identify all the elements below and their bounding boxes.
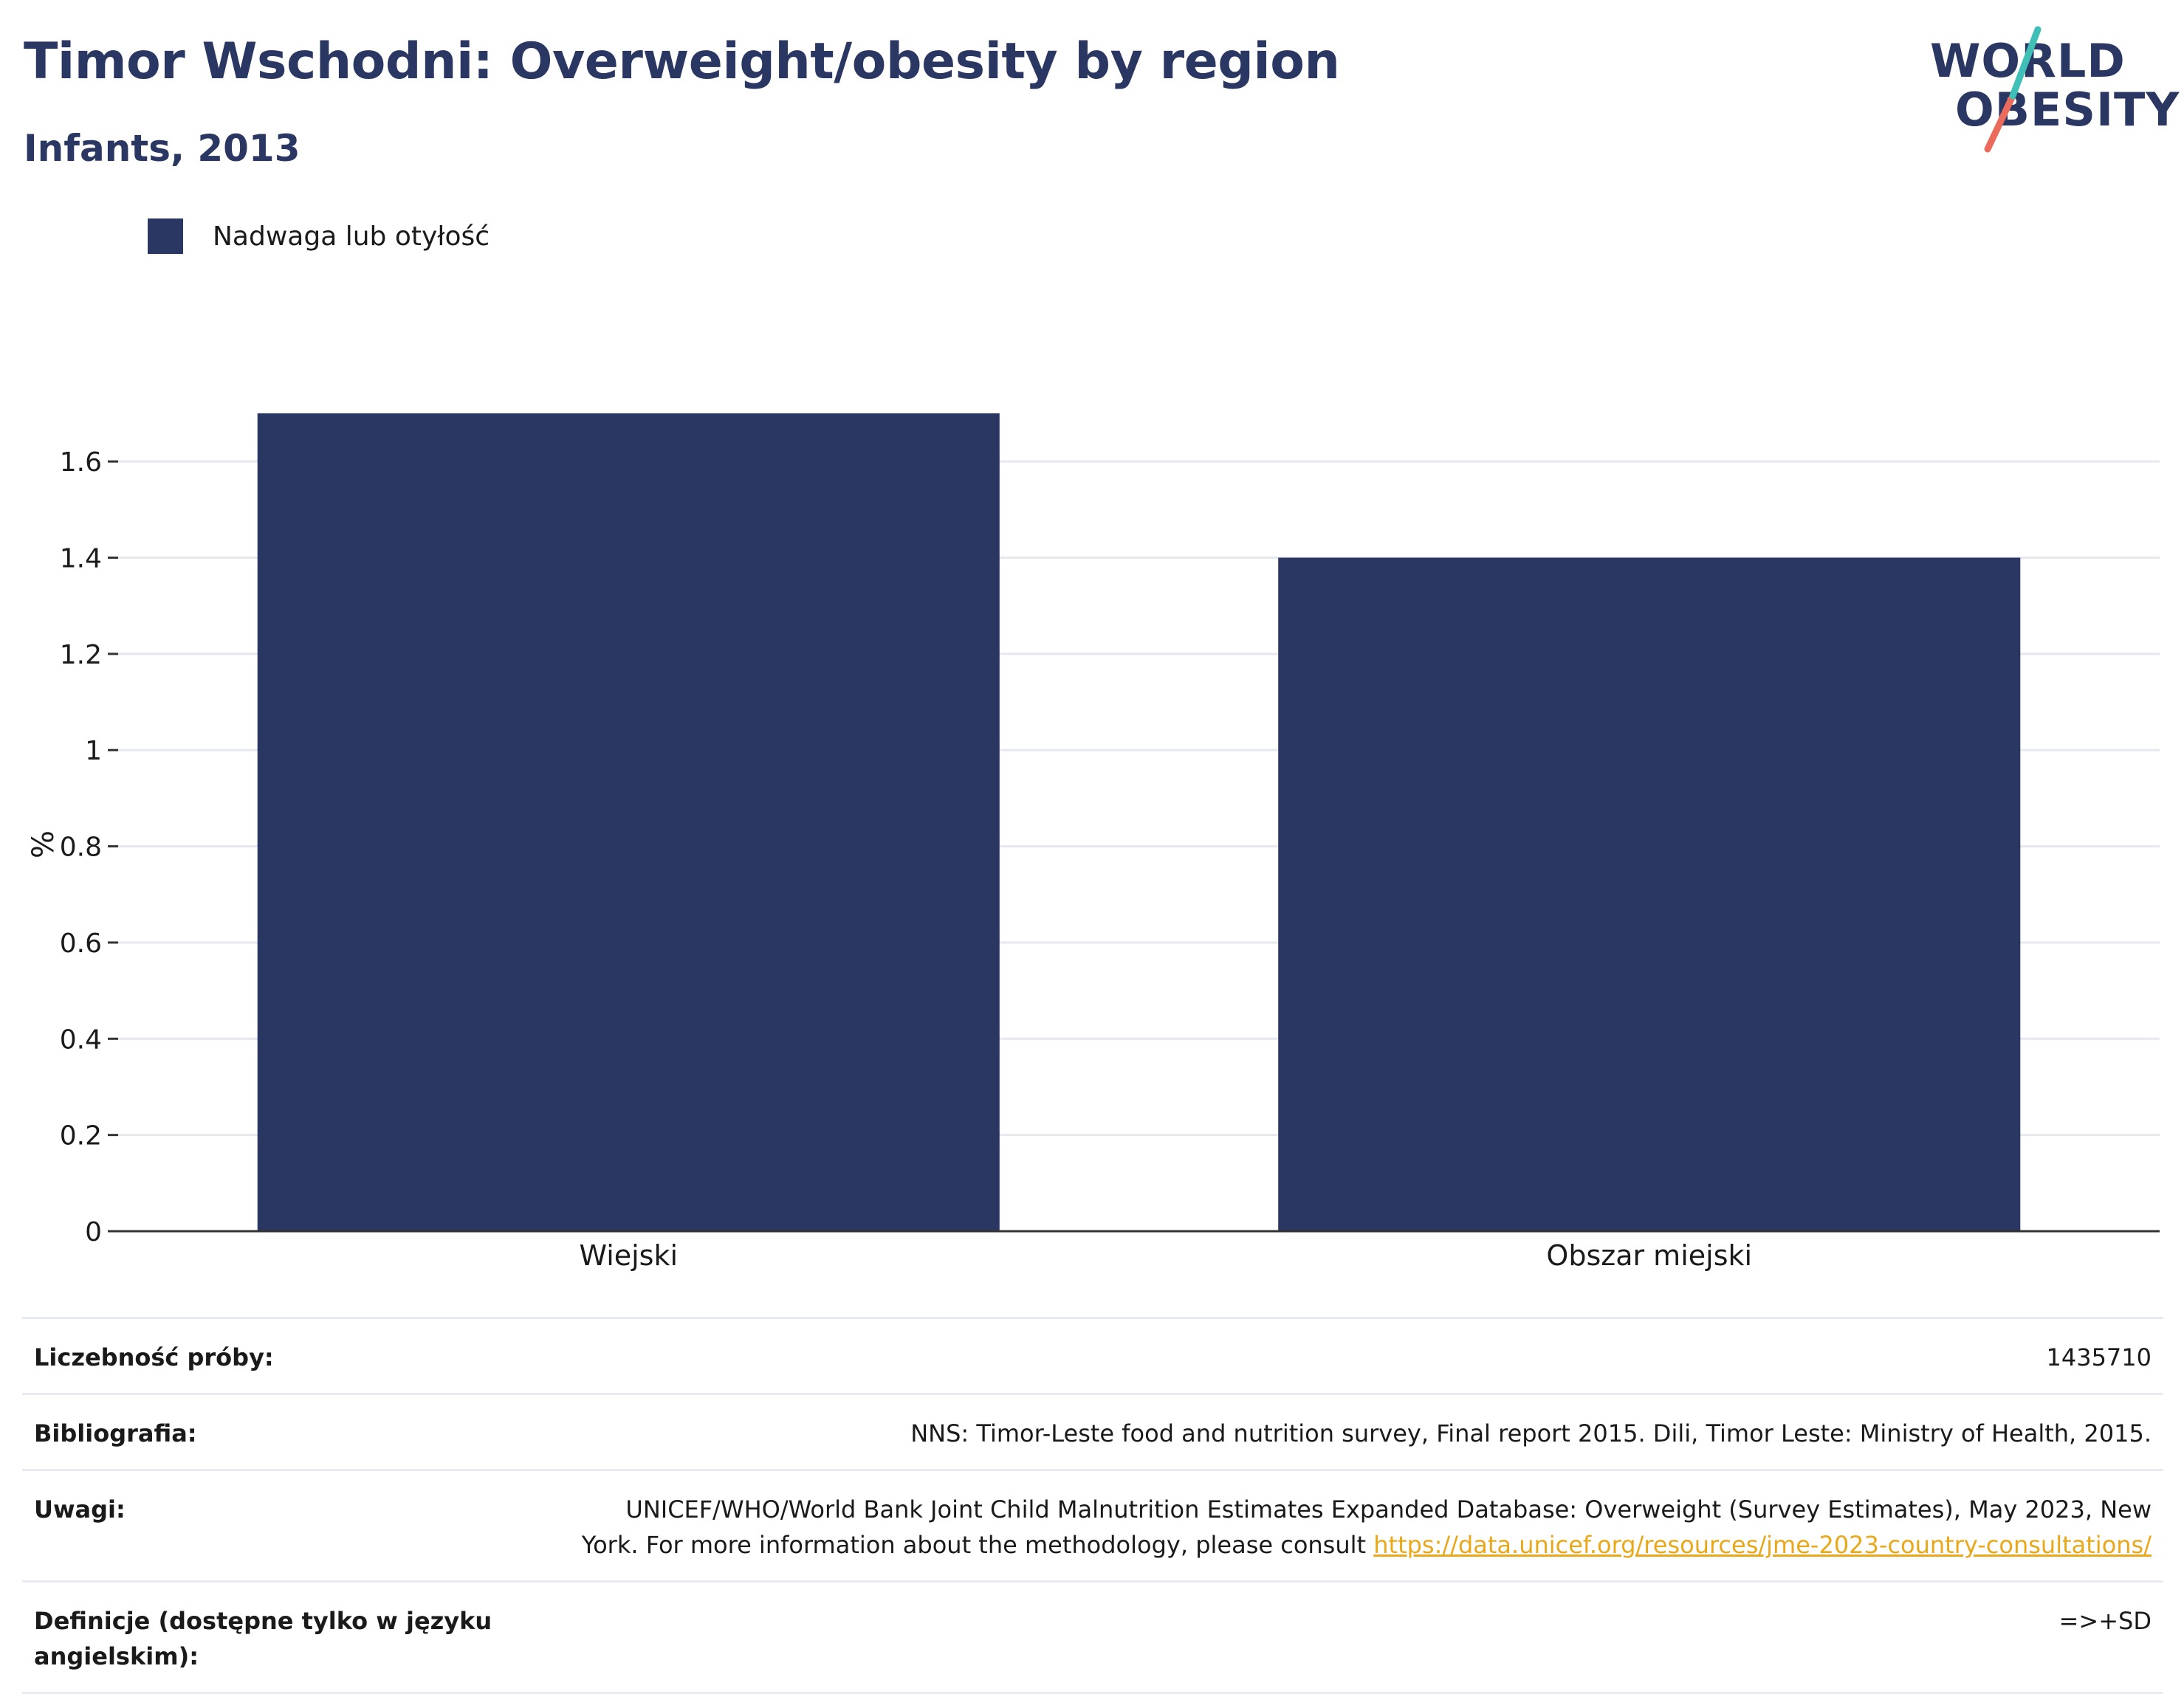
definitions-value: =>+SD xyxy=(2058,1607,2152,1635)
y-tick-label: 0.4 xyxy=(60,1025,102,1055)
y-tick-label: 0.2 xyxy=(60,1121,102,1151)
bar-chart: 0 0.2 0.4 0.6 0.8 1 1.2 1.4 1.6% Wiejski Obszar mi… xyxy=(27,413,2160,1272)
notes-label: Uwagi: xyxy=(34,1495,126,1523)
bibliography-value: NNS: Timor-Leste food and nutrition surv… xyxy=(910,1419,2152,1447)
y-tick-label: 1.4 xyxy=(60,544,102,574)
bar xyxy=(1278,557,2021,1231)
notes-value: UNICEF/WHO/World Bank Joint Child Malnut… xyxy=(506,1492,2152,1563)
sample-size-label: Liczebność próby: xyxy=(34,1343,274,1371)
y-tick-label: 0.8 xyxy=(60,833,102,863)
x-tick-label: Wiejski xyxy=(579,1239,678,1272)
info-row-bibliography: Bibliografia: NNS: Timor-Leste food and … xyxy=(22,1393,2163,1469)
legend-swatch xyxy=(148,218,183,254)
info-table: Liczebność próby: 1435710 Bibliografia: … xyxy=(22,1317,2163,1694)
world-obesity-logo: WORLD OBESITY xyxy=(1920,22,2179,155)
legend: Nadwaga lub otyłość xyxy=(148,218,490,254)
y-axis-label: % xyxy=(27,830,61,858)
info-row-sample: Liczebność próby: 1435710 xyxy=(22,1317,2163,1393)
notes-text-line1: UNICEF/WHO/World Bank Joint Child Malnut… xyxy=(625,1495,2152,1523)
logo-slash-icon xyxy=(1984,26,2042,153)
bar xyxy=(257,413,1000,1231)
methodology-link[interactable]: https://data.unicef.org/resources/jme-20… xyxy=(1373,1531,2152,1559)
legend-label: Nadwaga lub otyłość xyxy=(213,221,490,252)
bibliography-label: Bibliografia: xyxy=(34,1419,197,1447)
notes-text-line2: York. For more information about the met… xyxy=(581,1531,1367,1559)
chart-subtitle: Infants, 2013 xyxy=(24,127,301,170)
x-tick-label: Obszar miejski xyxy=(1546,1239,1752,1272)
definitions-label: Definicje (dostępne tylko w języku angie… xyxy=(34,1607,492,1670)
info-row-notes: Uwagi: UNICEF/WHO/World Bank Joint Child… xyxy=(22,1469,2163,1580)
y-tick-label: 0 xyxy=(85,1217,102,1247)
y-tick-label: 1.6 xyxy=(60,447,102,478)
y-tick-label: 0.6 xyxy=(60,929,102,959)
y-tick-label: 1 xyxy=(85,736,102,766)
chart-title: Timor Wschodni: Overweight/obesity by re… xyxy=(24,32,1340,91)
sample-size-value: 1435710 xyxy=(2046,1343,2152,1371)
y-tick-label: 1.2 xyxy=(60,640,102,670)
info-row-definitions: Definicje (dostępne tylko w języku angie… xyxy=(22,1580,2163,1694)
logo-line-2: OBESITY xyxy=(1955,83,2180,137)
